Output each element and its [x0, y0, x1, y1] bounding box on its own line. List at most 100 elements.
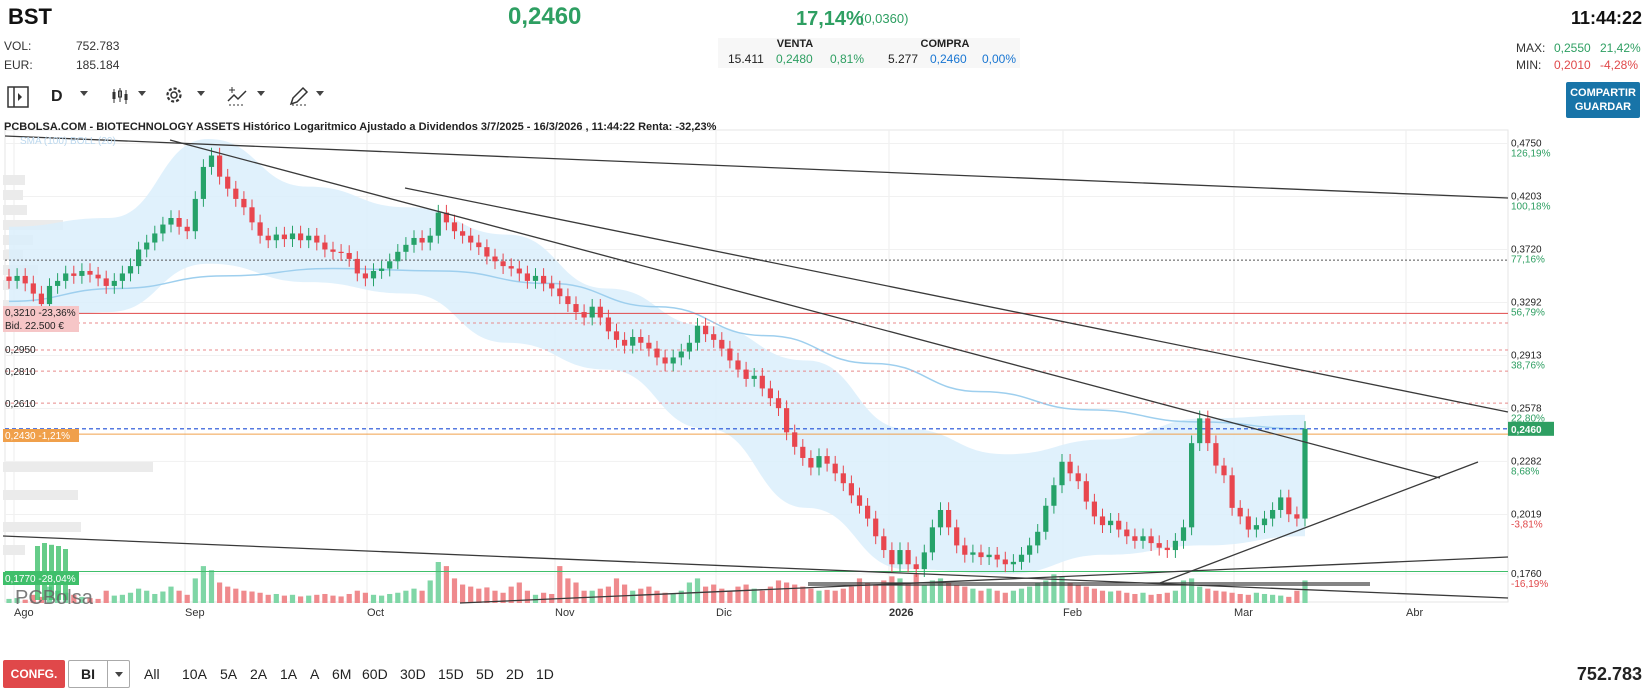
- candle-body: [508, 266, 514, 269]
- right-pct-label: -3,81%: [1511, 519, 1543, 530]
- x-tick-label: 2026: [889, 607, 913, 619]
- volume-bar: [508, 586, 514, 603]
- volume-bar: [605, 586, 611, 603]
- range-button-2d[interactable]: 2D: [506, 666, 524, 682]
- trend-line: [2, 535, 1509, 599]
- right-pct-label: 100,18%: [1511, 202, 1551, 213]
- volume-bar: [192, 578, 198, 603]
- change-absolute: (0,0360): [860, 11, 909, 26]
- candle-body: [1043, 505, 1049, 532]
- range-button-30d[interactable]: 30D: [400, 666, 426, 682]
- chart-toolbar: D: [0, 82, 1650, 114]
- volume-bar: [597, 588, 603, 603]
- range-button-6m[interactable]: 6M: [332, 666, 352, 682]
- volume-bar: [427, 580, 433, 603]
- candle-body: [816, 456, 822, 468]
- range-button-1d[interactable]: 1D: [536, 666, 554, 682]
- volume-bar: [792, 584, 798, 603]
- right-price-label: 0,4750: [1511, 138, 1542, 149]
- right-price-label: 0,2578: [1511, 403, 1542, 414]
- candle-body: [1018, 554, 1025, 562]
- volume-profile-bar: [3, 545, 25, 555]
- candle-body: [144, 242, 150, 250]
- volume-bar: [703, 586, 709, 603]
- panel-toggle-icon[interactable]: [6, 85, 30, 114]
- candle-body: [233, 188, 239, 199]
- volume-profile-bar: [3, 205, 27, 215]
- trend-line: [1159, 461, 1479, 584]
- chart-mode-select[interactable]: BI: [68, 660, 130, 688]
- volume-bar: [889, 576, 895, 603]
- candle-body: [1253, 525, 1259, 530]
- eur-label: EUR:: [4, 58, 33, 72]
- range-button-2a[interactable]: 2A: [250, 666, 268, 682]
- candles-icon[interactable]: [110, 86, 130, 111]
- range-button-all[interactable]: All: [144, 666, 160, 682]
- candle-body: [1099, 516, 1106, 526]
- chevron-down-icon[interactable]: [138, 91, 146, 96]
- candle-body: [306, 235, 312, 241]
- volume-bar: [411, 588, 417, 603]
- volume-bar: [1172, 590, 1178, 603]
- volume-bar: [1059, 576, 1065, 603]
- volume-profile-bar: [3, 490, 78, 500]
- right-price-label: 0,3720: [1511, 244, 1542, 255]
- gear-icon[interactable]: [163, 84, 185, 111]
- candle-body: [678, 351, 684, 358]
- chevron-down-icon[interactable]: [316, 91, 324, 96]
- range-button-5d[interactable]: 5D: [476, 666, 494, 682]
- pcbolsa-watermark: PCBolsa: [15, 587, 94, 609]
- range-button-a[interactable]: A: [310, 666, 320, 682]
- left-level-label: Bid. 22.500 €: [5, 321, 64, 332]
- candle-body: [14, 275, 20, 281]
- chevron-down-icon[interactable]: [80, 91, 88, 96]
- volume-bar: [1213, 590, 1219, 603]
- volume-bar: [71, 594, 77, 603]
- chevron-down-icon[interactable]: [115, 672, 123, 677]
- range-button-60d[interactable]: 60D: [362, 666, 388, 682]
- chevron-down-icon[interactable]: [197, 91, 205, 96]
- indicator-icon[interactable]: [226, 85, 248, 112]
- volume-bar: [119, 594, 125, 603]
- candle-body: [1140, 536, 1146, 541]
- candle-body: [589, 306, 595, 318]
- volume-bar: [1108, 591, 1114, 603]
- volume-bar: [532, 594, 539, 603]
- config-button[interactable]: CONFG.: [3, 660, 65, 688]
- range-button-10a[interactable]: 10A: [182, 666, 207, 682]
- range-button-5a[interactable]: 5A: [220, 666, 238, 682]
- candle-body: [435, 212, 441, 236]
- right-pct-label: 126,19%: [1511, 148, 1551, 159]
- volume-bar: [241, 590, 247, 603]
- candle-body: [1221, 465, 1227, 476]
- candle-body: [759, 375, 765, 389]
- candle-body: [1124, 529, 1130, 537]
- volume-bar: [314, 594, 320, 603]
- volume-bar: [767, 586, 773, 603]
- candle-body: [1294, 514, 1300, 519]
- volume-bar: [775, 580, 782, 603]
- chevron-down-icon[interactable]: [257, 91, 265, 96]
- trend-line: [404, 187, 1509, 413]
- right-price-label: 0,3292: [1511, 297, 1542, 308]
- volume-bar: [1018, 588, 1025, 603]
- candle-body: [881, 536, 887, 551]
- range-button-1a[interactable]: 1A: [280, 666, 298, 682]
- volume-bar: [678, 590, 684, 603]
- candle-body: [1270, 509, 1276, 519]
- period-selector[interactable]: D: [51, 88, 63, 105]
- volume-bar: [346, 593, 352, 603]
- candle-body: [856, 495, 863, 506]
- volume-bar: [217, 582, 223, 603]
- volume-bar: [840, 588, 846, 603]
- left-level-tag: [3, 306, 79, 319]
- candle-body: [119, 273, 125, 281]
- volume-bar: [913, 574, 919, 603]
- volume-bar: [257, 592, 263, 603]
- pencil-icon[interactable]: [288, 85, 310, 112]
- share-save-button[interactable]: COMPARTIR GUARDAR: [1566, 82, 1640, 118]
- range-button-15d[interactable]: 15D: [438, 666, 464, 682]
- candle-body: [775, 398, 782, 409]
- volume-bar: [1164, 592, 1170, 603]
